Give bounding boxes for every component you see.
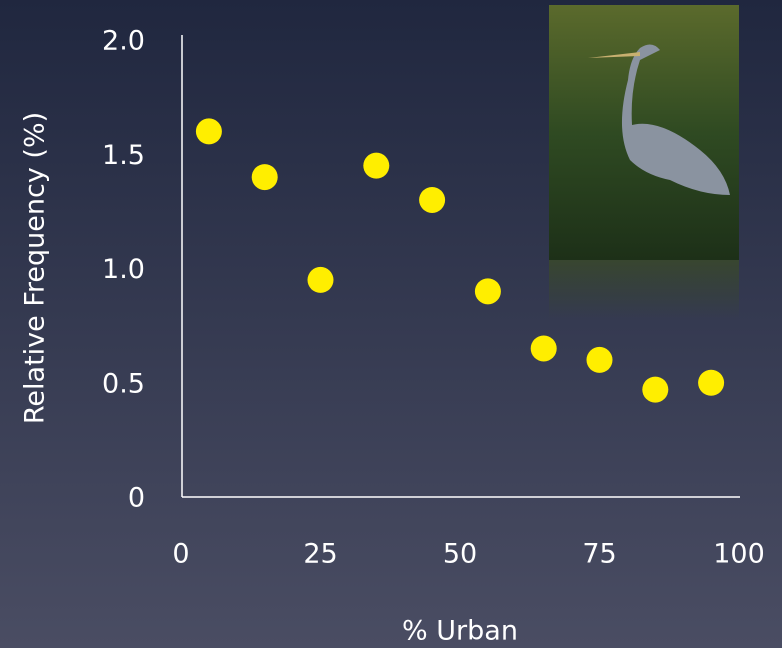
point [698,369,725,396]
y-axis-label: Relative Frequency (%) [20,112,51,424]
x-tick-label: 50 [443,539,477,570]
y-tick-label: 2.0 [102,26,145,57]
y-tick-label: 0.5 [102,368,145,399]
point [195,118,222,145]
x-tick-label: 75 [582,539,616,570]
x-tick-label: 25 [303,539,337,570]
x-axis-label: % Urban [402,616,518,647]
x-tick-label: 0 [172,539,189,570]
y-tick-label: 1.0 [102,254,145,285]
point [642,376,669,403]
point [419,186,446,213]
heron-photo [549,5,739,320]
point [530,335,557,362]
point [363,152,390,179]
point [251,164,278,191]
y-tick-label: 0 [128,483,145,514]
y-tick-label: 1.5 [102,140,145,171]
x-tick-label: 100 [713,539,765,570]
point [474,278,501,305]
point [307,266,334,293]
point [586,346,613,373]
